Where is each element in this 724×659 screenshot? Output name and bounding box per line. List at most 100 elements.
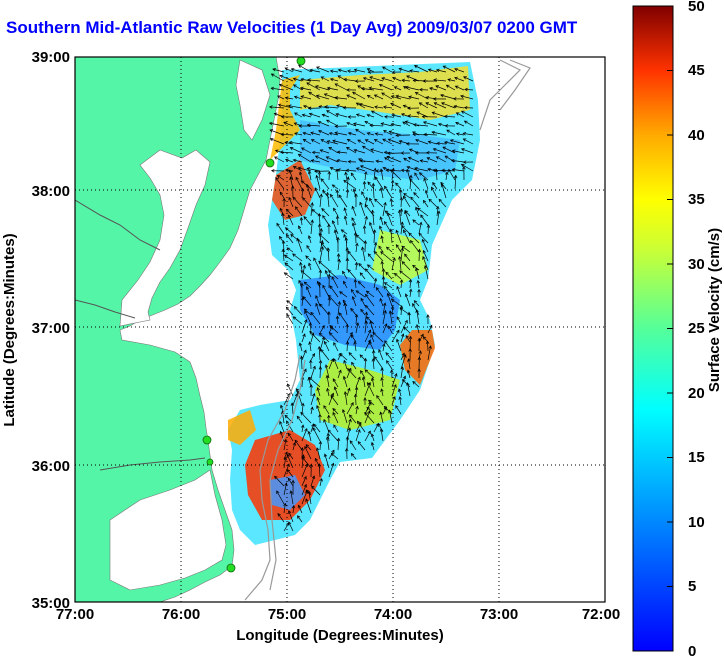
velocity-arrow (443, 65, 456, 73)
velocity-arrowhead (442, 146, 447, 150)
velocity-arrowhead (314, 169, 318, 174)
velocity-arrowhead (426, 224, 431, 228)
velocity-arrowhead (336, 168, 341, 172)
velocity-arrow (434, 102, 447, 109)
velocity-arrow (364, 329, 371, 343)
velocity-arrow (274, 476, 285, 487)
velocity-arrowhead (390, 102, 394, 106)
velocity-arrow (292, 253, 303, 262)
velocity-arrowhead (314, 155, 319, 159)
velocity-arrowhead (328, 332, 333, 336)
velocity-arrowhead (352, 91, 356, 95)
velocity-arrow (366, 407, 375, 415)
velocity-arrow (337, 301, 340, 316)
velocity-arrowhead (366, 113, 371, 118)
velocity-arrow (269, 122, 285, 127)
colorbar-tick: 35 (688, 191, 705, 208)
velocity-arrowhead (373, 94, 378, 98)
velocity-arrow (385, 352, 393, 361)
velocity-arrow (354, 341, 357, 352)
velocity-arrowhead (462, 165, 466, 170)
velocity-arrow (300, 95, 312, 100)
velocity-arrow (369, 87, 384, 91)
velocity-arrow (394, 86, 402, 91)
velocity-arrow (366, 316, 375, 325)
velocity-arrow (453, 105, 465, 109)
velocity-arrowhead (370, 433, 375, 437)
velocity-arrow (440, 94, 456, 100)
velocity-arrowhead (443, 140, 448, 145)
velocity-arrowhead (451, 167, 456, 172)
velocity-arrowhead (329, 325, 333, 329)
velocity-arrowhead (388, 310, 393, 314)
velocity-arrowhead (365, 290, 370, 295)
velocity-arrow (319, 478, 323, 487)
velocity-arrow (343, 78, 357, 82)
velocity-arrowhead (308, 91, 312, 95)
velocity-arrowhead (383, 405, 388, 410)
velocity-arrowhead (366, 132, 371, 136)
velocity-arrow (403, 229, 411, 244)
velocity-arrow (390, 169, 402, 181)
velocity-arrow (433, 148, 447, 154)
velocity-arrowhead (364, 139, 369, 143)
velocity-arrow (417, 280, 420, 289)
velocity-arrow (302, 114, 312, 118)
velocity-arrow (391, 298, 402, 307)
velocity-arrow (292, 393, 298, 406)
velocity-arrow (390, 102, 402, 109)
velocity-arrow (400, 279, 403, 289)
velocity-arrowhead (284, 67, 289, 71)
velocity-arrowhead (333, 386, 338, 390)
velocity-arrowhead (401, 333, 405, 337)
velocity-arrowhead (297, 515, 301, 519)
velocity-arrow (425, 190, 429, 199)
velocity-arrow (329, 332, 339, 343)
velocity-arrow (359, 272, 366, 280)
velocity-arrow (364, 382, 371, 397)
velocity-arrow (364, 312, 368, 325)
velocity-arrowhead (367, 381, 371, 386)
velocity-arrowhead (405, 334, 409, 339)
y-tick: 37:00 (32, 320, 70, 337)
velocity-arrowhead (337, 258, 341, 263)
velocity-arrowhead (379, 411, 383, 416)
velocity-arrowhead (412, 219, 416, 223)
velocity-arrow (310, 475, 315, 487)
velocity-arrowhead (310, 131, 314, 135)
velocity-arrow (398, 388, 402, 397)
velocity-arrowhead (336, 236, 340, 241)
velocity-arrowhead (415, 324, 420, 328)
velocity-arrow (389, 131, 402, 136)
velocity-arrow (358, 158, 366, 163)
velocity-arrowhead (326, 119, 330, 123)
velocity-arrow (374, 176, 384, 190)
velocity-arrow (399, 256, 402, 271)
velocity-arrowhead (401, 78, 405, 83)
velocity-arrowhead (336, 104, 340, 108)
velocity-arrow (335, 113, 348, 118)
velocity-arrow (303, 216, 312, 226)
velocity-arrow (301, 319, 307, 334)
velocity-arrow (386, 246, 393, 253)
velocity-arrowhead (307, 235, 312, 239)
velocity-arrowhead (407, 106, 411, 110)
velocity-arrowhead (355, 167, 360, 171)
velocity-arrow (357, 420, 366, 433)
velocity-arrowhead (364, 311, 369, 316)
velocity-arrowhead (347, 131, 352, 136)
velocity-arrowhead (422, 249, 426, 254)
velocity-arrow (404, 210, 411, 217)
velocity-arrow (292, 197, 303, 208)
velocity-arrowhead (398, 67, 403, 72)
velocity-arrowhead (420, 214, 424, 219)
velocity-arrowhead (347, 387, 351, 392)
velocity-arrowhead (351, 296, 356, 300)
velocity-arrow (405, 86, 420, 91)
velocity-arrowhead (415, 206, 419, 211)
velocity-arrowhead (302, 264, 306, 269)
velocity-arrowhead (367, 329, 372, 334)
velocity-arrow (371, 377, 375, 388)
velocity-arrowhead (390, 305, 395, 310)
